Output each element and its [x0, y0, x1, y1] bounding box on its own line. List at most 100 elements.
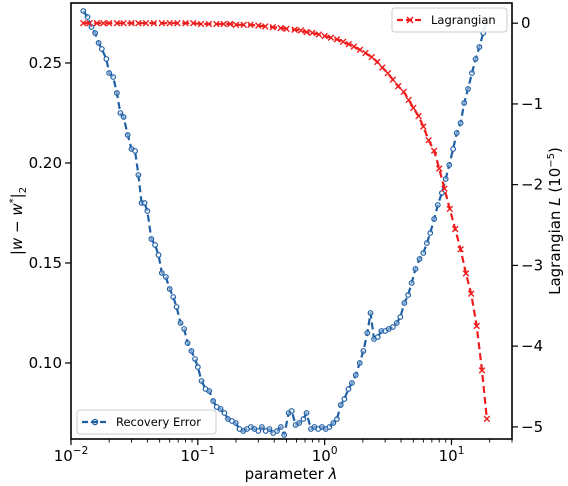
data-point-recovery-error [405, 292, 412, 298]
data-point-recovery-error [397, 314, 404, 320]
data-point-lagrangian [478, 367, 486, 374]
data-point-lagrangian [425, 136, 432, 144]
data-point-recovery-error [434, 202, 441, 208]
data-point-lagrangian [120, 19, 127, 27]
data-point-recovery-error [192, 356, 198, 362]
data-point-lagrangian [240, 21, 248, 29]
data-point-recovery-error [360, 348, 367, 354]
data-point-lagrangian [430, 147, 438, 155]
data-point-recovery-error [144, 208, 151, 214]
data-point-recovery-error [162, 274, 169, 280]
data-point-lagrangian [321, 32, 328, 40]
data-point-recovery-error [255, 428, 262, 434]
data-point-lagrangian [86, 19, 93, 27]
legend-box [391, 7, 508, 33]
x-tick-label: 10−2 [54, 445, 89, 465]
data-point-lagrangian [261, 23, 269, 30]
data-point-lagrangian [277, 24, 284, 32]
data-point-recovery-error [113, 90, 120, 96]
data-point-recovery-error [401, 300, 408, 306]
axes-frame [70, 2, 513, 440]
data-point-recovery-error [194, 364, 201, 370]
data-point-lagrangian [410, 104, 417, 112]
data-point-recovery-error [476, 44, 483, 50]
y-right-tick-label: 0 [521, 14, 531, 32]
data-point-recovery-error [442, 176, 449, 182]
data-point-recovery-error [416, 256, 423, 262]
data-point-recovery-error [173, 304, 180, 310]
data-point-lagrangian [333, 36, 341, 43]
data-point-lagrangian [205, 20, 213, 28]
data-point-lagrangian [269, 23, 277, 31]
data-point-recovery-error [461, 100, 468, 106]
data-point-recovery-error [258, 424, 265, 430]
data-point-recovery-error [427, 230, 434, 236]
data-point-lagrangian [100, 19, 107, 27]
data-point-recovery-error [424, 240, 430, 246]
data-point-recovery-error [274, 428, 280, 434]
data-point-lagrangian [350, 43, 358, 50]
data-point-recovery-error [92, 30, 99, 36]
legend-label-lagrangian: Lagrangian [431, 13, 496, 27]
y-left-tick-label: 0.15 [29, 254, 62, 272]
data-point-lagrangian [309, 29, 316, 37]
data-point-recovery-error [303, 410, 310, 416]
data-point-lagrangian [291, 26, 298, 33]
data-point-lagrangian [441, 185, 448, 192]
data-point-recovery-error [210, 398, 217, 404]
data-point-recovery-error [206, 388, 213, 394]
data-point-recovery-error [148, 236, 155, 242]
data-point-recovery-error [155, 252, 162, 258]
x-tick-label: 101 [439, 445, 465, 465]
data-point-lagrangian [373, 58, 381, 66]
data-point-lagrangian [339, 38, 347, 46]
data-point-lagrangian [93, 19, 101, 27]
data-point-recovery-error [364, 330, 371, 336]
data-point-recovery-error [457, 120, 464, 126]
data-point-recovery-error [170, 294, 177, 300]
data-point-lagrangian [446, 205, 454, 213]
legend-label-recovery-error: Recovery Error [116, 415, 201, 429]
data-point-recovery-error [408, 280, 415, 286]
x-axis-label: parameter λ [245, 465, 338, 483]
legend-lagrangian: Lagrangian [391, 7, 508, 33]
data-point-recovery-error [330, 420, 337, 426]
data-point-lagrangian [400, 88, 407, 96]
data-point-lagrangian [197, 20, 205, 28]
data-point-lagrangian [232, 21, 240, 29]
y-left-tick-label: 0.20 [29, 154, 62, 172]
data-point-recovery-error [472, 56, 479, 62]
data-point-recovery-error [469, 70, 475, 76]
data-point-recovery-error [326, 424, 333, 430]
data-point-lagrangian [368, 53, 376, 61]
data-point-lagrangian [379, 64, 386, 71]
data-point-lagrangian [394, 82, 402, 90]
data-point-recovery-error [120, 114, 127, 120]
data-point-recovery-error [177, 320, 184, 326]
data-point-lagrangian [158, 19, 166, 27]
data-point-lagrangian [435, 165, 443, 172]
data-point-recovery-error [117, 110, 124, 116]
y-axis-label-left: |w − w*|2 [8, 187, 29, 255]
y-right-tick-label: −3 [521, 256, 543, 274]
data-point-lagrangian [128, 19, 135, 27]
data-point-recovery-error [288, 408, 295, 414]
data-point-recovery-error [188, 348, 195, 354]
data-point-recovery-error [300, 416, 307, 422]
data-point-lagrangian [150, 19, 158, 27]
data-point-lagrangian [457, 245, 464, 253]
data-point-recovery-error [412, 266, 419, 272]
y-right-tick-label: −1 [521, 95, 543, 113]
data-point-lagrangian [105, 19, 113, 27]
data-point-recovery-error [334, 416, 340, 422]
y-right-tick-label: −5 [521, 418, 543, 436]
data-point-recovery-error [453, 130, 460, 136]
data-point-lagrangian [303, 28, 310, 36]
axis-ticks: 10−2 10−1 100 101 0.10 0.15 0.20 0.25 −5 −4 −3 −2 −1… [29, 14, 544, 465]
y-left-tick-label: 0.25 [29, 54, 62, 72]
y-right-tick-label: −4 [521, 337, 543, 355]
data-point-lagrangian [297, 27, 305, 34]
data-point-recovery-error [132, 148, 138, 154]
data-point-recovery-error [232, 420, 239, 426]
